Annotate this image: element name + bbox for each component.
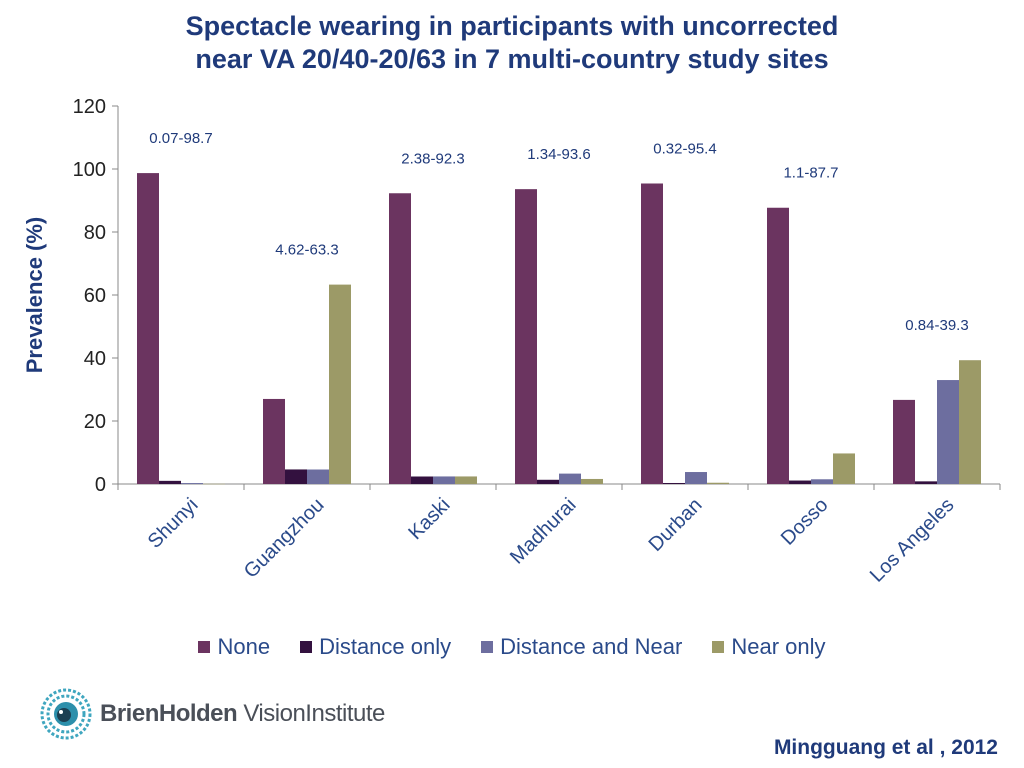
bar-los-angeles-near-only xyxy=(959,360,981,484)
bar-kaski-none xyxy=(389,193,411,484)
bar-durban-distance-only xyxy=(663,482,685,484)
legend-swatch-near-only xyxy=(712,641,725,653)
chart-title: Spectacle wearing in participants with u… xyxy=(0,10,1024,76)
legend-item-distance-only: Distance only xyxy=(300,634,451,660)
bar-shunyi-none xyxy=(137,173,159,484)
y-tick-label: 40 xyxy=(84,348,106,370)
bar-dosso-distance-and-near xyxy=(811,479,833,484)
eye-logo-icon xyxy=(40,688,92,740)
bar-shunyi-distance-only xyxy=(159,480,181,484)
bar-guangzhou-distance-only xyxy=(285,469,307,484)
x-category-label: Madhurai xyxy=(506,494,581,569)
citation: Mingguang et al , 2012 xyxy=(773,736,998,759)
y-tick-label: 80 xyxy=(84,222,106,244)
bar-durban-near-only xyxy=(707,482,729,484)
y-tick-label: 100 xyxy=(73,159,106,181)
bar-guangzhou-near-only xyxy=(329,284,351,484)
x-category-label: Los Angeles xyxy=(866,494,959,587)
logo-institute: Institute xyxy=(305,700,385,727)
bar-kaski-near-only xyxy=(455,476,477,484)
bar-dosso-distance-only xyxy=(789,480,811,484)
bar-madhurai-none xyxy=(515,189,537,484)
range-annotation: 0.32-95.4 xyxy=(653,140,716,157)
legend-label-none: None xyxy=(217,634,271,659)
range-annotation: 2.38-92.3 xyxy=(401,150,464,167)
y-tick-label: 20 xyxy=(84,411,106,433)
logo-brien: Brien xyxy=(100,700,159,727)
legend-label-distance-and-near: Distance and Near xyxy=(500,634,683,659)
x-category-label: Kaski xyxy=(404,494,454,544)
bar-los-angeles-distance-and-near xyxy=(937,380,959,484)
legend-swatch-distance-and-near xyxy=(481,641,494,653)
x-category-label: Durban xyxy=(645,494,707,556)
y-tick-label: 60 xyxy=(84,285,106,307)
legend-item-near-only: Near only xyxy=(712,634,826,660)
range-annotation: 0.84-39.3 xyxy=(905,317,968,334)
logo-holden: Holden xyxy=(158,700,238,727)
legend-item-none: None xyxy=(198,634,270,660)
range-annotation: 4.62-63.3 xyxy=(275,242,338,259)
bar-guangzhou-distance-and-near xyxy=(307,469,329,484)
legend-swatch-distance-only xyxy=(300,641,313,653)
legend-swatch-none xyxy=(198,641,211,653)
bar-madhurai-near-only xyxy=(581,478,603,484)
bar-shunyi-distance-and-near xyxy=(181,483,203,484)
x-category-label: Guangzhou xyxy=(240,494,329,583)
bar-dosso-near-only xyxy=(833,453,855,484)
logo-vision: Vision xyxy=(237,700,306,727)
bar-los-angeles-distance-only xyxy=(915,481,937,484)
chart-title-line-2: near VA 20/40-20/63 in 7 multi-country s… xyxy=(195,44,829,74)
bar-los-angeles-none xyxy=(893,399,915,484)
bar-chart: 0 20 40 60 80 100 120 Prevalence (%) Shunyi 0.07-… xyxy=(22,96,1001,587)
bar-madhurai-distance-and-near xyxy=(559,473,581,484)
bar-durban-distance-and-near xyxy=(685,472,707,484)
bar-guangzhou-none xyxy=(263,398,285,484)
x-category-label: Shunyi xyxy=(144,494,203,553)
legend: None Distance only Distance and Near Nea… xyxy=(0,634,1024,660)
bar-shunyi-near-only xyxy=(203,483,225,485)
logo-wordmark: BrienHolden VisionInstitute xyxy=(100,700,385,728)
brien-holden-logo: BrienHolden VisionInstitute xyxy=(40,688,385,740)
y-tick-label: 0 xyxy=(95,474,106,496)
x-category-label: Dosso xyxy=(777,494,833,550)
y-tick-label: 120 xyxy=(73,96,106,118)
bar-kaski-distance-only xyxy=(411,476,433,484)
legend-label-near-only: Near only xyxy=(731,634,826,659)
bar-dosso-none xyxy=(767,207,789,484)
legend-item-distance-and-near: Distance and Near xyxy=(481,634,682,660)
range-annotation: 1.1-87.7 xyxy=(783,165,838,182)
bar-madhurai-distance-only xyxy=(537,479,559,484)
range-annotation: 1.34-93.6 xyxy=(527,146,590,163)
range-annotation: 0.07-98.7 xyxy=(149,130,212,147)
y-axis-label: Prevalence (%) xyxy=(22,217,47,374)
chart-title-line-1: Spectacle wearing in participants with u… xyxy=(185,11,839,41)
bar-durban-none xyxy=(641,183,663,485)
legend-label-distance-only: Distance only xyxy=(319,634,452,659)
bar-kaski-distance-and-near xyxy=(433,476,455,484)
